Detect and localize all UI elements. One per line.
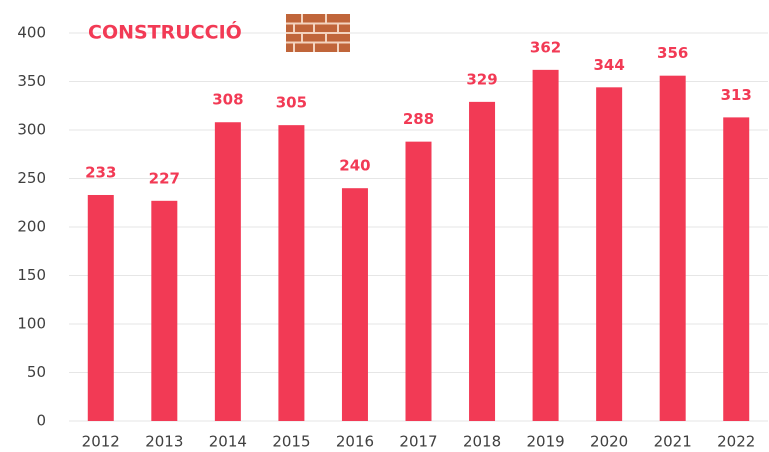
data-label: 313: [721, 86, 752, 104]
bar: [341, 188, 368, 421]
data-label: 308: [212, 91, 243, 109]
chart-title: CONSTRUCCIÓ: [88, 20, 242, 44]
x-tick-label: 2019: [526, 433, 564, 451]
bar: [469, 101, 496, 422]
data-label: 240: [339, 157, 370, 175]
data-label: 344: [593, 56, 624, 74]
y-tick-label: 300: [17, 121, 46, 139]
bar: [214, 122, 241, 422]
x-tick-label: 2021: [654, 433, 692, 451]
data-label: 305: [276, 94, 307, 112]
data-label: 362: [530, 38, 561, 56]
bar: [87, 194, 114, 421]
x-tick-label: 2012: [82, 433, 120, 451]
x-tick-label: 2014: [209, 433, 247, 451]
bar: [151, 200, 178, 421]
brick-icon: [286, 14, 350, 52]
x-tick-label: 2017: [399, 433, 437, 451]
bar: [278, 125, 305, 422]
y-tick-label: 200: [17, 218, 46, 236]
y-tick-label: 0: [36, 412, 46, 430]
y-tick-label: 50: [27, 363, 46, 381]
x-tick-label: 2013: [145, 433, 183, 451]
bar: [596, 87, 623, 421]
x-tick-label: 2015: [272, 433, 310, 451]
x-tick-label: 2022: [717, 433, 755, 451]
data-label: 329: [466, 70, 497, 88]
data-label: 233: [85, 163, 116, 181]
x-tick-label: 2020: [590, 433, 628, 451]
y-tick-label: 150: [17, 266, 46, 284]
bar: [405, 141, 432, 421]
y-tick-label: 350: [17, 72, 46, 90]
bar: [723, 117, 750, 421]
x-tick-label: 2018: [463, 433, 501, 451]
data-label: 288: [403, 110, 434, 128]
y-tick-label: 250: [17, 169, 46, 187]
bar: [659, 75, 686, 422]
x-tick-label: 2016: [336, 433, 374, 451]
data-label: 356: [657, 44, 688, 62]
y-tick-label: 100: [17, 315, 46, 333]
data-label: 227: [149, 169, 180, 187]
bar: [532, 69, 559, 422]
y-tick-label: 400: [17, 24, 46, 42]
